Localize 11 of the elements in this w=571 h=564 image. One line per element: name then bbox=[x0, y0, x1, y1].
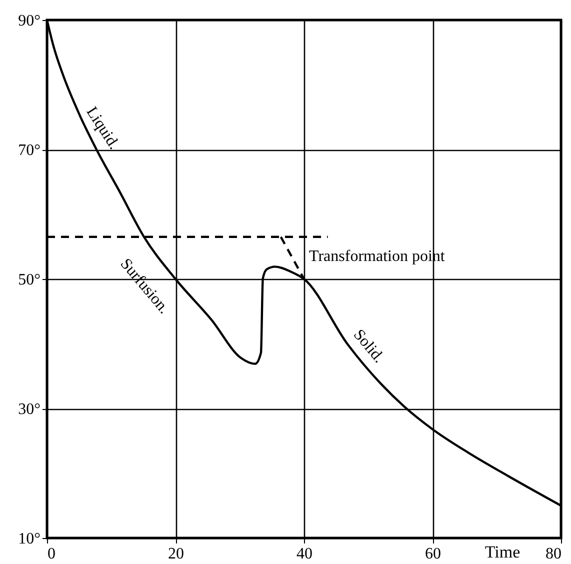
y-tick-label: 50° bbox=[18, 272, 40, 288]
x-tick-label: 0 bbox=[48, 546, 56, 562]
x-tick-label: 20 bbox=[168, 546, 184, 562]
y-tick-label: 90° bbox=[18, 12, 40, 30]
x-tick-label: 80 bbox=[546, 546, 562, 562]
y-tick-label: 10° bbox=[18, 530, 40, 548]
x-tick-label: 60 bbox=[425, 546, 441, 562]
y-tick-label: 30° bbox=[18, 401, 40, 418]
x-tick-label: 40 bbox=[296, 546, 312, 562]
x-axis-title: Time bbox=[484, 542, 520, 562]
y-tick-label: 70° bbox=[18, 142, 40, 159]
